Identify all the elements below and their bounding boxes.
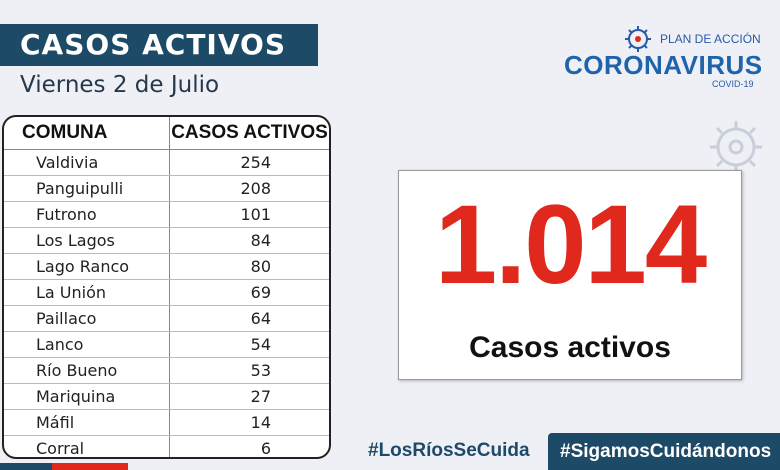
hashtag-los-rios: #LosRíosSeCuida [368,440,530,461]
hashtag-sigamos: #SigamosCuidándonos [548,433,780,470]
casos-cell: 101 [169,201,329,228]
table-row: Mariquina 27 [4,383,329,410]
casos-cell: 27 [169,383,329,410]
casos-cell: 53 [169,357,329,384]
casos-cell: 69 [169,279,329,306]
comuna-cell: Futrono [4,201,170,228]
cases-table: COMUNA CASOS ACTIVOS Valdivia 254 Panguip… [2,115,331,459]
table-row: Valdivia 254 [4,149,329,176]
table-row: La Unión 69 [4,279,329,306]
comuna-cell: Río Bueno [4,357,170,384]
comuna-cell: Mariquina [4,383,170,410]
decorative-virus-icon [710,121,762,173]
table-row: Los Lagos 84 [4,227,329,254]
casos-cell: 64 [169,305,329,332]
table-row: Máfil 14 [4,409,329,436]
table-row: Paillaco 64 [4,305,329,332]
table-row: Corral 6 [4,435,329,458]
comuna-cell: Valdivia [4,149,170,176]
logo-covid-text: COVID-19 [712,79,754,89]
comuna-cell: Los Lagos [4,227,170,254]
active-cases-label: Casos activos [469,331,671,364]
table-row: Lanco 54 [4,331,329,358]
comuna-cell: Lanco [4,331,170,358]
flag-color-strip [0,463,128,470]
comuna-cell: Máfil [4,409,170,436]
coronavirus-plan-logo: PLAN DE ACCIÓN CORONAVIRUS COVID-19 [560,24,770,94]
table-row: Panguipulli 208 [4,175,329,202]
comuna-cell: Panguipulli [4,175,170,202]
virus-icon [625,26,651,52]
flag-blue-bar [0,463,52,470]
active-cases-card: 1.014 Casos activos [398,170,742,380]
casos-cell: 54 [169,331,329,358]
column-header-casos: CASOS ACTIVOS [169,117,329,150]
casos-cell: 6 [260,439,271,458]
comuna-cell: Corral [4,435,170,457]
column-header-comuna: COMUNA [4,117,170,150]
casos-cell: 80 [169,253,329,280]
table-row: Futrono 101 [4,201,329,228]
casos-cell: 14 [169,409,329,436]
casos-cell: 208 [169,175,329,202]
table-row: Río Bueno 53 [4,357,329,384]
flag-red-bar [52,463,128,470]
logo-coronavirus-text: CORONAVIRUS [564,50,763,80]
casos-cell: 84 [169,227,329,254]
comuna-cell: Paillaco [4,305,170,332]
table-header-row: COMUNA CASOS ACTIVOS [4,117,329,150]
casos-cell: 254 [169,149,329,176]
comuna-cell: Lago Ranco [4,253,170,280]
logo-plan-text: PLAN DE ACCIÓN [660,32,761,46]
date-subtitle: Viernes 2 de Julio [20,72,220,98]
comuna-cell: La Unión [4,279,170,306]
table-row: Lago Ranco 80 [4,253,329,280]
page-title: CASOS ACTIVOS [0,24,318,66]
active-cases-total: 1.014 [434,182,707,307]
